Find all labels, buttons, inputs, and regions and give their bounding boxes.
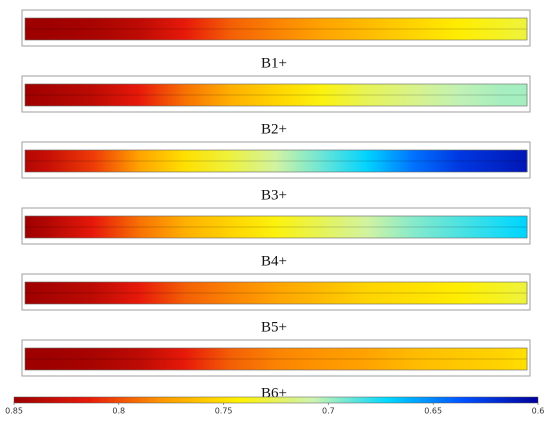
colorbar xyxy=(13,396,539,404)
strip-cell xyxy=(321,348,368,370)
strip-cell xyxy=(184,84,231,106)
strip-cell xyxy=(25,282,49,304)
strip-cell xyxy=(25,84,49,106)
strip-cell xyxy=(276,84,323,106)
strip-cell xyxy=(276,150,323,172)
strip-cell xyxy=(184,216,231,238)
strip-cell xyxy=(367,18,414,40)
strip-band-border xyxy=(24,17,528,41)
strip-label: B2+ xyxy=(261,121,287,137)
strip-cell xyxy=(230,150,277,172)
strip-cell xyxy=(139,150,186,172)
strip-band-border xyxy=(24,347,528,371)
colorbar-tick-label: 0.8 xyxy=(112,407,125,416)
strip-cell xyxy=(93,282,140,304)
strip-cell xyxy=(321,282,368,304)
strip-cell xyxy=(367,282,414,304)
strip-cell xyxy=(321,216,368,238)
strip-cell xyxy=(25,348,49,370)
strip-cell xyxy=(458,84,505,106)
strip-cell xyxy=(93,216,140,238)
strip-cell xyxy=(230,282,277,304)
strip-cell xyxy=(139,282,186,304)
strip-cell xyxy=(230,18,277,40)
colorbar-tick-label: 0.6 xyxy=(532,407,545,416)
strip-cell xyxy=(230,348,277,370)
strip-cell xyxy=(276,18,323,40)
strip-cell xyxy=(47,282,94,304)
strip-cell xyxy=(184,282,231,304)
strip-cell xyxy=(93,18,140,40)
strip-cell xyxy=(412,150,460,172)
strip-cell xyxy=(458,18,505,40)
strip-cell xyxy=(458,348,505,370)
strip-cell xyxy=(504,282,528,304)
strip-cell xyxy=(184,150,231,172)
strip-frame xyxy=(21,9,531,47)
strip-band-border xyxy=(24,83,528,107)
strip-cell xyxy=(47,150,94,172)
strip-cell xyxy=(139,348,186,370)
strip-cell xyxy=(93,84,140,106)
strip-cell xyxy=(93,348,140,370)
strip-label: B1+ xyxy=(261,55,287,71)
colorbar-tick-label: 0.75 xyxy=(215,407,233,416)
strip-band-border xyxy=(24,281,528,305)
strip-cell xyxy=(367,84,414,106)
strip-cell xyxy=(276,348,323,370)
strip-cell xyxy=(412,18,460,40)
colorbar-tick-label: 0.85 xyxy=(5,407,23,416)
strip-cell xyxy=(25,216,49,238)
strip-cell xyxy=(504,84,528,106)
strip-band-border xyxy=(24,215,528,239)
strip-cell xyxy=(47,216,94,238)
strip-cell xyxy=(25,150,49,172)
strip-frame xyxy=(21,141,531,179)
strip-cell xyxy=(47,18,94,40)
strip-cell xyxy=(458,216,505,238)
strip-cell xyxy=(321,150,368,172)
strip-cell xyxy=(47,348,94,370)
strip-cell xyxy=(504,348,528,370)
strip-cell xyxy=(504,216,528,238)
colorbar-tick-label: 0.7 xyxy=(322,407,335,416)
strip-cell xyxy=(458,150,505,172)
strip-frame xyxy=(21,339,531,377)
strip-frame xyxy=(21,75,531,113)
strip-cell xyxy=(93,150,140,172)
strip-cell xyxy=(367,150,414,172)
strip-cell xyxy=(139,18,186,40)
strip-cell xyxy=(412,348,460,370)
strip-cell xyxy=(412,216,460,238)
strip-cell xyxy=(184,18,231,40)
strip-cell xyxy=(458,282,505,304)
strip-label: B4+ xyxy=(261,253,287,269)
strip-cell xyxy=(139,84,186,106)
strip-cell xyxy=(276,282,323,304)
strip-cell xyxy=(47,84,94,106)
strip-cell xyxy=(230,84,277,106)
strip-cell xyxy=(367,348,414,370)
strip-label: B3+ xyxy=(261,187,287,203)
strip-label: B5+ xyxy=(261,319,287,335)
strip-cell xyxy=(367,216,414,238)
strip-frame xyxy=(21,273,531,311)
strip-cell xyxy=(504,150,528,172)
strip-cell xyxy=(412,282,460,304)
strip-cell xyxy=(276,216,323,238)
strip-frame xyxy=(21,207,531,245)
strip-cell xyxy=(139,216,186,238)
strip-cell xyxy=(412,84,460,106)
strip-cell xyxy=(230,216,277,238)
strip-cell xyxy=(25,18,49,40)
strip-band-border xyxy=(24,149,528,173)
strip-cell xyxy=(321,18,368,40)
strip-cell xyxy=(321,84,368,106)
colorbar-tick-label: 0.65 xyxy=(424,407,442,416)
strip-cell xyxy=(184,348,231,370)
strip-cell xyxy=(504,18,528,40)
